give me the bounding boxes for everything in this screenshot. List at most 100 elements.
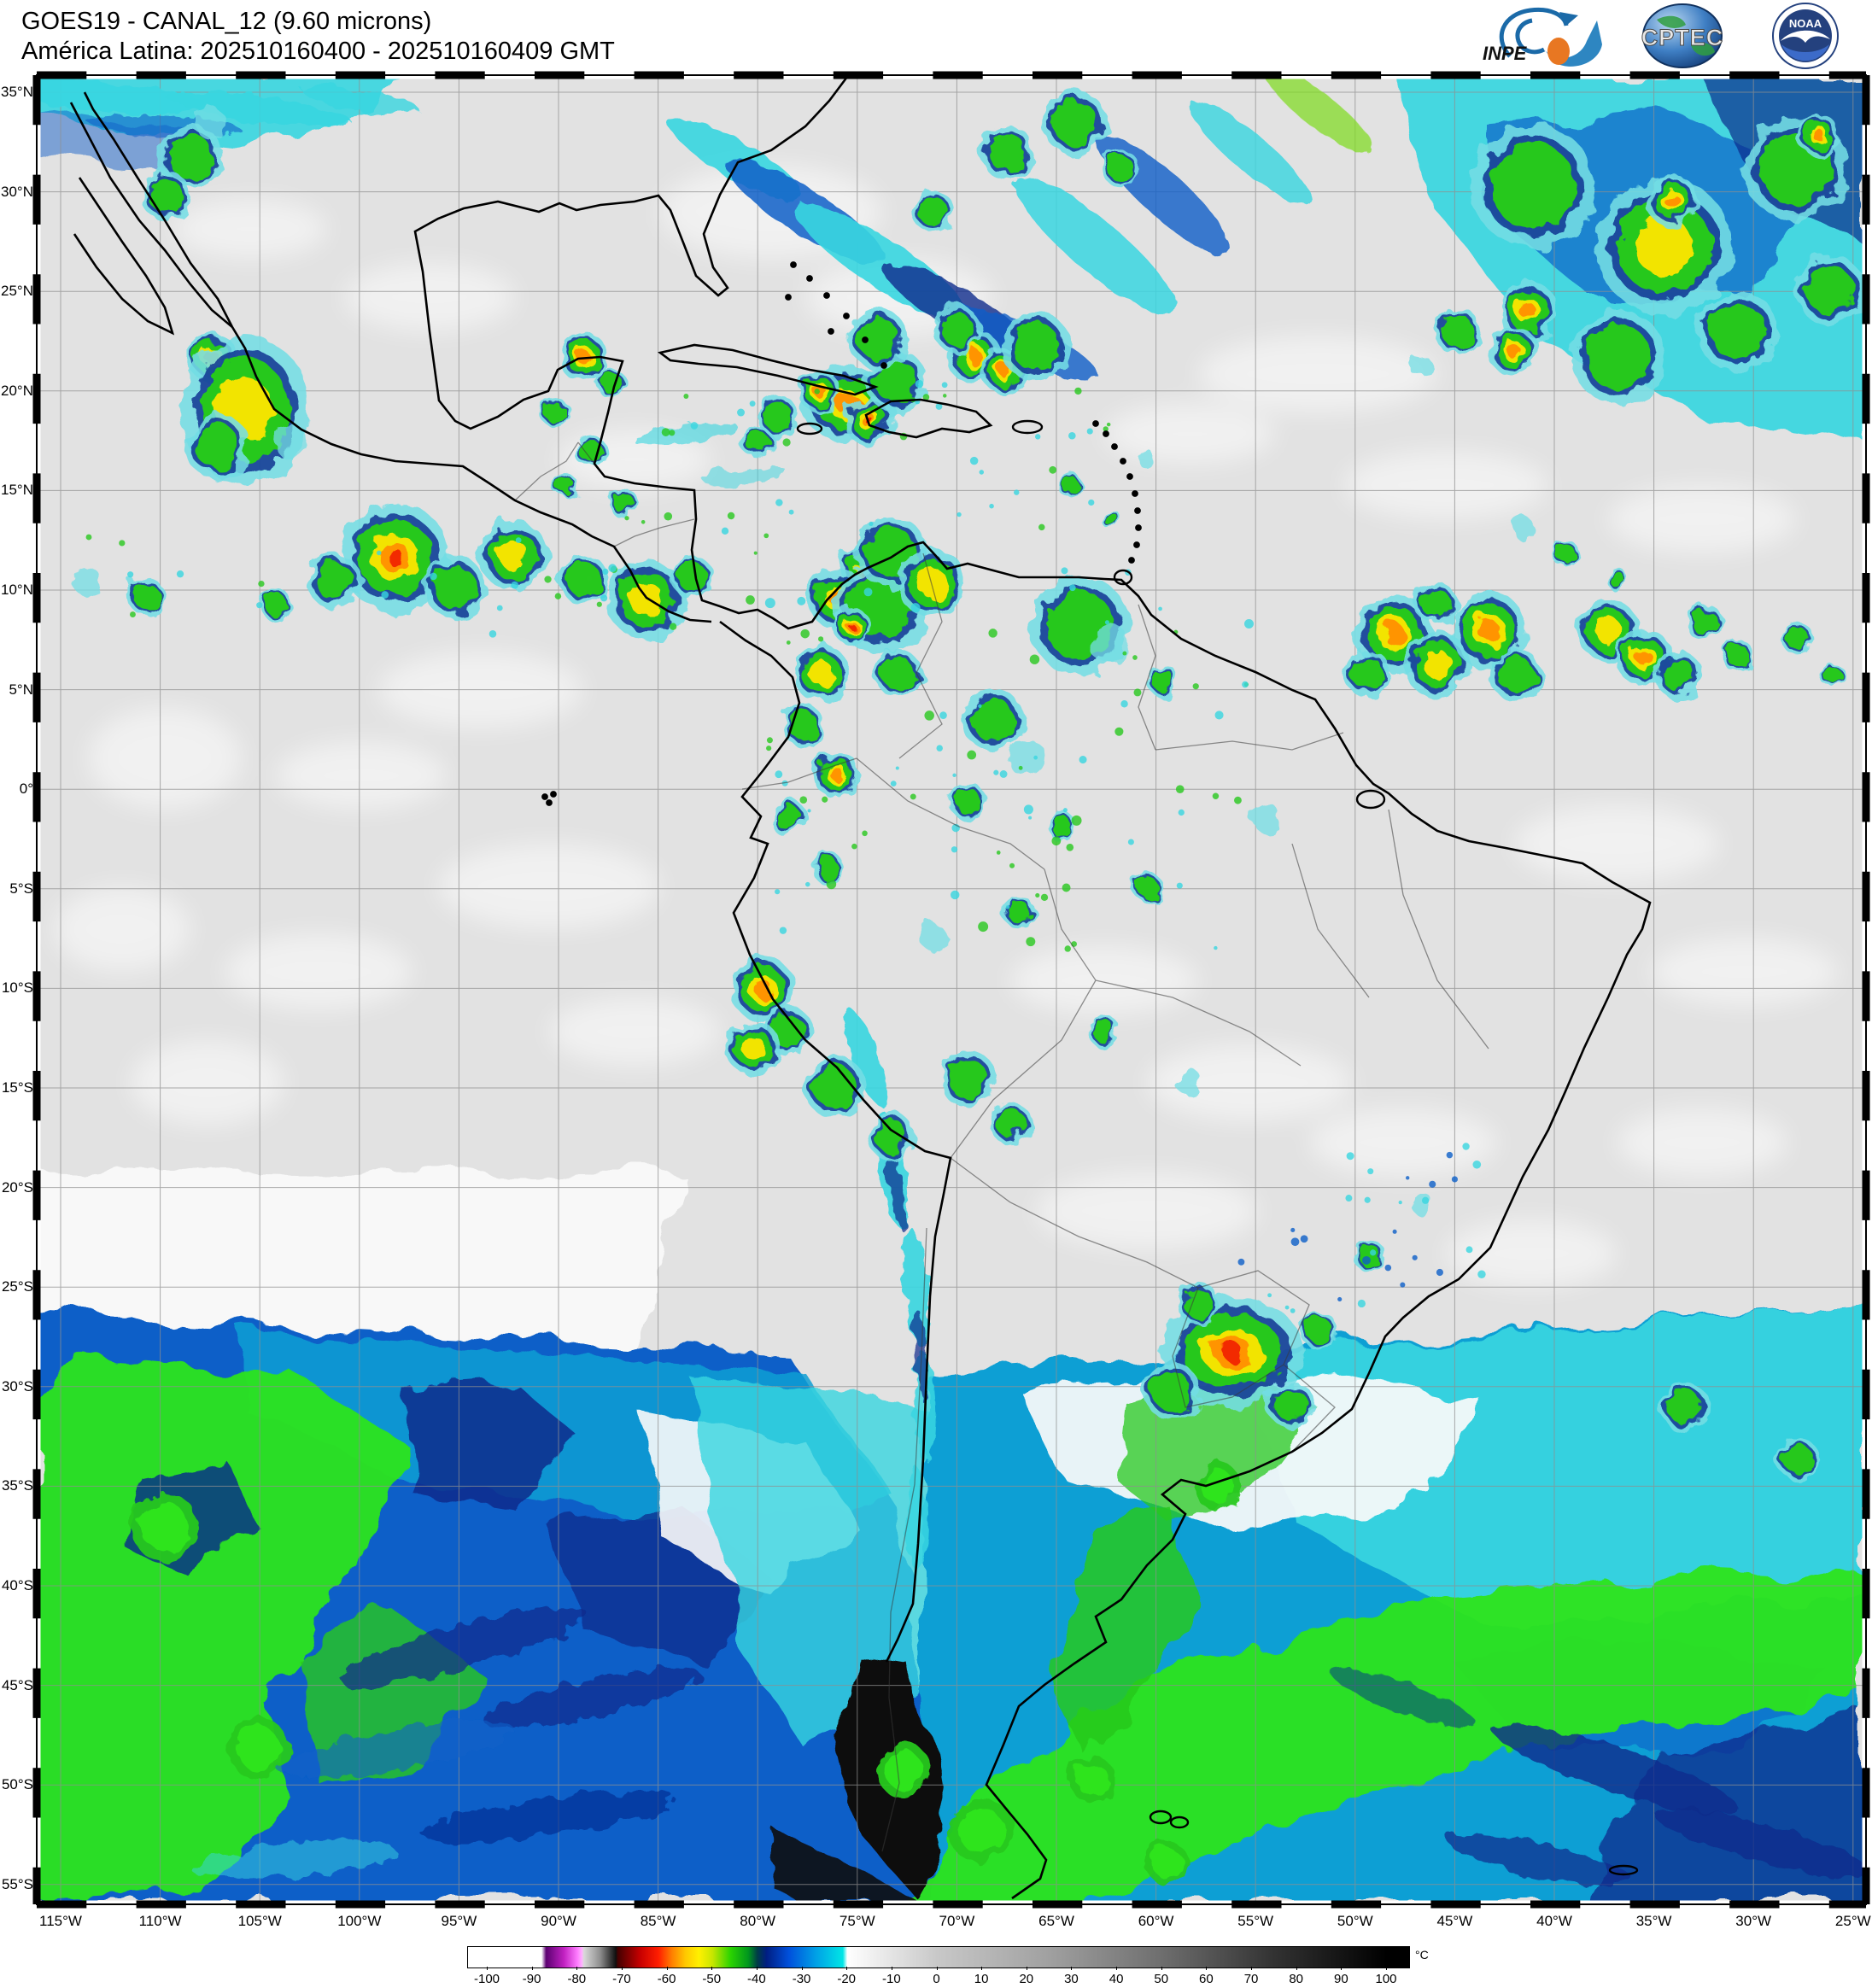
lat-tick-label: 10°N [1,582,33,598]
colorbar-tick-label: -90 [522,1972,541,1986]
lon-tick-label: 50°W [1337,1913,1373,1929]
colorbar-tick-label: 50 [1154,1972,1169,1986]
lat-tick-label: 35°N [1,84,33,100]
lon-tick-label: 70°W [939,1913,975,1929]
cptec-logo-icon: CPTEC [1641,3,1724,68]
graticule [37,75,1866,1904]
product-title: GOES19 - CANAL_12 (9.60 microns) [21,8,432,35]
lat-tick-label: 50°S [1,1776,33,1793]
colorbar-tick-label: 90 [1334,1972,1348,1986]
colorbar-tick-mark [801,1967,803,1970]
lat-tick-label: 0° [19,781,33,798]
colorbar-tick-mark [576,1967,578,1970]
lat-tick-label: 5°N [9,681,33,698]
lon-tick-label: 25°W [1834,1913,1871,1929]
colorbar-tick-mark [1071,1967,1073,1970]
noaa-logo-icon: NOAA [1772,3,1839,69]
colorbar-unit: °C [1415,1948,1429,1962]
lon-tick-label: 65°W [1038,1913,1074,1929]
lon-tick-label: 45°W [1436,1913,1473,1929]
colorbar-tick-label: -50 [702,1972,722,1986]
lat-tick-label: 25°S [1,1278,33,1295]
noaa-logo-label: NOAA [1789,17,1822,30]
colorbar-tick-label: -40 [747,1972,766,1986]
colorbar-ticks: -100 -90 -80 -70 -60 -50 -40 -30 -20 -10 0 10 20 30 40… [467,1967,1408,1987]
lat-tick-label: 25°N [1,283,33,300]
colorbar-tick-mark [1386,1967,1387,1970]
lat-tick-label: 30°N [1,183,33,200]
cloud-speckles [85,379,1486,1313]
colorbar-tick-mark [846,1967,848,1970]
lat-tick-label: 10°S [1,979,33,997]
colorbar-tick-label: -100 [473,1972,500,1986]
lon-tick-label: 115°W [39,1913,82,1929]
header: GOES19 - CANAL_12 (9.60 microns) América… [21,7,615,67]
colorbar-tick-mark [621,1967,623,1970]
lon-tick-label: 95°W [441,1913,477,1929]
colorbar-tick-label: -20 [837,1972,857,1986]
colorbar-tick-label: 100 [1375,1972,1397,1986]
colorbar-tick-label: -80 [567,1972,587,1986]
inpe-logo-icon: INPE [1483,7,1602,67]
lat-tick-label: 20°S [1,1178,33,1196]
lon-tick-label: 90°W [541,1913,576,1929]
satellite-map [32,71,1870,1909]
lon-tick-label: 75°W [839,1913,875,1929]
colorbar-tick-label: 80 [1289,1972,1304,1986]
colorbar-tick-label: 60 [1199,1972,1214,1986]
lon-tick-label: 55°W [1237,1913,1274,1929]
lat-tick-label: 5°S [9,880,33,897]
lon-tick-label: 85°W [640,1913,676,1929]
colorbar-tick-mark [1341,1967,1343,1970]
colorbar-tick-label: 40 [1109,1972,1124,1986]
inpe-logo-label: INPE [1483,43,1528,64]
lat-tick-label: 35°S [1,1477,33,1494]
lon-tick-label: 40°W [1536,1913,1572,1929]
colorbar-tick-mark [1251,1967,1253,1970]
lat-tick-label: 40°S [1,1577,33,1593]
product-subtitle: América Latina: 202510160400 - 202510160… [21,38,615,65]
map-frame [32,71,1870,1909]
lat-tick-label: 20°N [1,382,33,399]
lon-tick-label: 105°W [237,1913,282,1929]
colorbar-tick-mark [756,1967,758,1970]
colorbar-tick-mark [531,1967,533,1970]
satellite-image [32,71,1870,1909]
country-borders [514,441,1489,1852]
colorbar-tick-label: -60 [657,1972,676,1986]
convective-cells [72,91,1865,1883]
cptec-logo-label: CPTEC [1641,25,1724,50]
colorbar-tick-label: 0 [933,1972,940,1986]
agency-logos: INPE CPTEC NOAA [1477,2,1869,70]
lat-tick-label: 15°N [1,482,33,499]
lat-tick-label: 55°S [1,1875,33,1892]
lon-tick-label: 60°W [1138,1913,1174,1929]
colorbar-tick-mark [1161,1967,1162,1970]
colorbar-tick-label: -30 [792,1972,811,1986]
lon-tick-label: 30°W [1735,1913,1772,1929]
lat-tick-label: 30°S [1,1377,33,1395]
colorbar-tick-label: -70 [612,1972,631,1986]
colorbar-tick-label: 20 [1019,1972,1034,1986]
colorbar-tick-label: 30 [1064,1972,1079,1986]
colorbar-tick-mark [1296,1967,1297,1970]
colorbar-tick-mark [711,1967,713,1970]
coastlines [69,76,1652,1900]
lat-tick-label: 15°S [1,1079,33,1096]
colorbar-tick-mark [1206,1967,1208,1970]
temperature-colorbar [467,1946,1410,1968]
lon-tick-label: 110°W [138,1913,182,1929]
colorbar-tick-mark [487,1967,488,1970]
lon-tick-label: 35°W [1635,1913,1672,1929]
colorbar-tick-label: 10 [974,1972,989,1986]
lon-tick-label: 80°W [740,1913,776,1929]
lon-tick-label: 100°W [337,1913,382,1929]
colorbar-tick-label: 70 [1243,1972,1259,1986]
colorbar-tick-mark [981,1967,983,1970]
colorbar-tick-mark [666,1967,668,1970]
colorbar-tick-mark [1116,1967,1118,1970]
colorbar-tick-mark [936,1967,938,1970]
colorbar-tick-label: -10 [882,1972,901,1986]
lat-tick-label: 45°S [1,1676,33,1693]
